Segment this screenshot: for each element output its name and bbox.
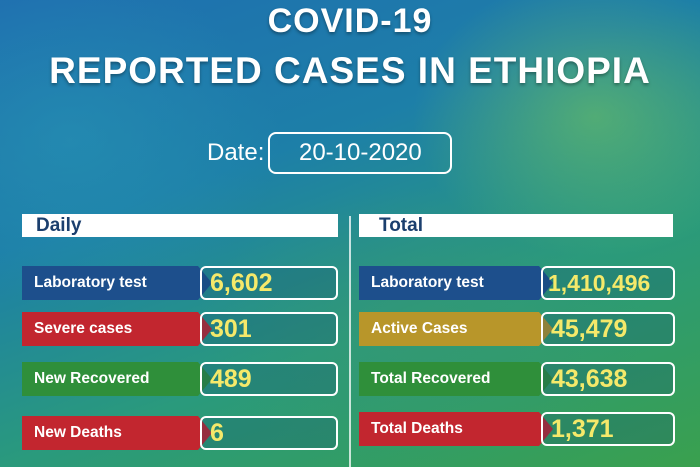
row-value: 6,602 <box>200 266 338 300</box>
row-label: Severe cases <box>22 312 212 346</box>
total-row-total-recovered: Total Recovered 43,638 <box>359 362 675 396</box>
total-row-active-cases: Active Cases 45,479 <box>359 312 675 346</box>
date-row: Date: 20-10-2020 <box>207 132 452 174</box>
row-label: Laboratory test <box>359 266 553 300</box>
row-value: 1,371 <box>541 412 675 446</box>
row-label: Laboratory test <box>22 266 212 300</box>
row-value: 489 <box>200 362 338 396</box>
daily-row-new-deaths: New Deaths 6 <box>22 416 338 450</box>
row-value: 6 <box>200 416 338 450</box>
daily-row-new-recovered: New Recovered 489 <box>22 362 338 396</box>
daily-heading: Daily <box>22 214 338 237</box>
row-label: New Deaths <box>22 416 212 450</box>
row-value: 45,479 <box>541 312 675 346</box>
row-value: 301 <box>200 312 338 346</box>
total-row-laboratory-test: Laboratory test 1,410,496 <box>359 266 675 300</box>
row-label: New Recovered <box>22 362 212 396</box>
row-label: Active Cases <box>359 312 553 346</box>
row-value: 43,638 <box>541 362 675 396</box>
title-line-2: REPORTED CASES IN ETHIOPIA <box>0 50 700 92</box>
date-value: 20-10-2020 <box>268 132 452 174</box>
total-row-total-deaths: Total Deaths 1,371 <box>359 412 675 446</box>
row-label: Total Recovered <box>359 362 553 396</box>
row-value: 1,410,496 <box>541 266 675 300</box>
title-line-1: COVID-19 <box>0 2 700 41</box>
panel-divider <box>349 216 351 467</box>
date-label: Date: <box>207 139 264 167</box>
daily-row-laboratory-test: Laboratory test 6,602 <box>22 266 338 300</box>
row-label: Total Deaths <box>359 412 553 446</box>
daily-row-severe-cases: Severe cases 301 <box>22 312 338 346</box>
total-heading: Total <box>359 214 673 237</box>
